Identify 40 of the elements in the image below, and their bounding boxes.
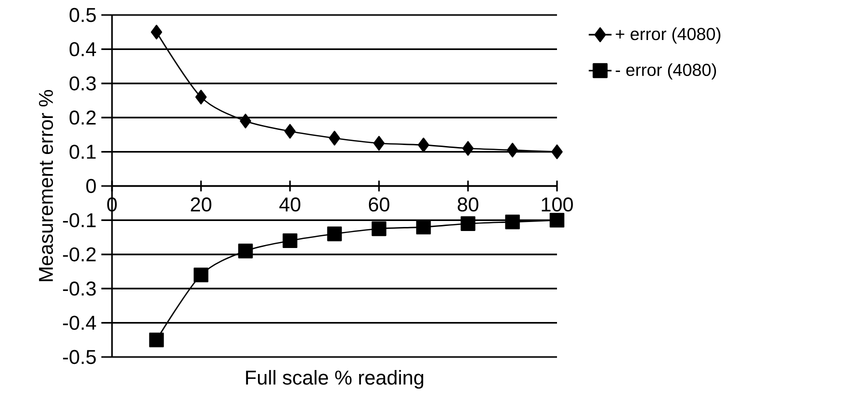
x-tick-label: 60 [368,197,390,212]
y-tick-label: 0 [86,178,96,194]
point [284,124,296,139]
point [150,24,162,40]
x-tick-label: 20 [190,197,212,212]
point [194,268,208,282]
y-axis-title: Measurement error % [38,90,53,282]
x-axis-title: Full scale % reading [246,370,424,389]
point [149,332,164,348]
y-tick-label: 0.1 [70,144,96,159]
legend-label: + error (4080) [616,27,720,44]
y-tick-label: -0.5 [63,350,96,364]
point [506,142,518,158]
point [462,141,474,156]
y-tick-label: -0.3 [63,282,96,296]
y-tick-label: 0.5 [70,8,96,22]
point [373,136,385,151]
point [550,212,564,228]
point [238,244,253,258]
point [195,90,207,104]
x-tick-label: 100 [542,197,573,212]
y-tick-label: 0.2 [70,110,96,125]
x-tick-label: 80 [458,197,478,212]
y-tick-label: -0.1 [63,213,96,228]
point [327,226,342,242]
point [282,233,298,248]
y-tick-label: -0.4 [63,316,96,330]
legend-label: - error (4080) [616,63,716,80]
point [505,214,520,230]
point [372,221,386,236]
y-tick-label: 0.3 [70,76,96,90]
point [551,144,563,160]
y-tick-label: 0.4 [70,42,96,56]
point [416,220,431,234]
point [240,114,252,128]
x-tick-label: 40 [279,197,300,212]
point [328,130,340,146]
y-tick-label: -0.2 [63,247,96,262]
point [418,138,430,152]
point [460,216,476,231]
